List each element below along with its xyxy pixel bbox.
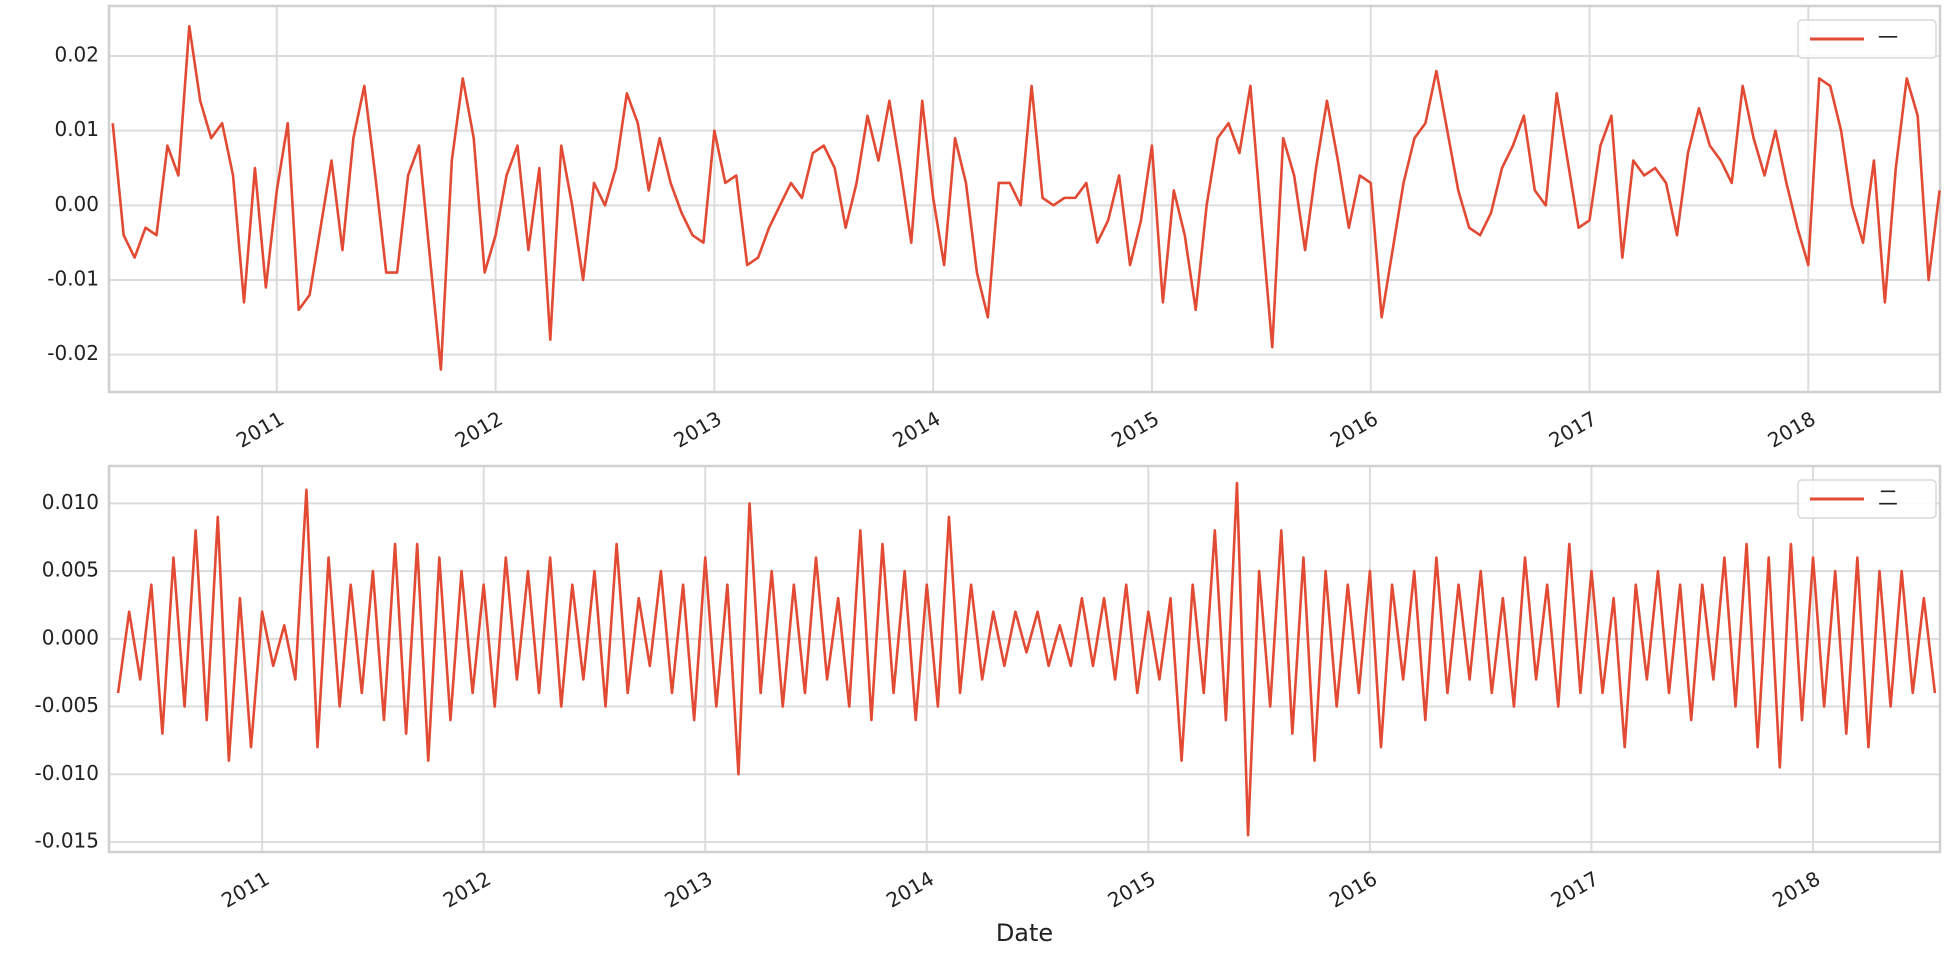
x-tick-label: 2014 (882, 866, 938, 912)
x-axis-label: Date (996, 919, 1053, 947)
data-line (111, 24, 1941, 371)
axes-frame (107, 4, 1942, 394)
subplot: -0.02 -0.01 0.00 0.01 0.02 2011 2012 2013 2014 20… (47, 4, 1942, 453)
legend: 一 (1797, 19, 1937, 59)
x-tick-label: 2012 (451, 406, 507, 452)
y-tick-label: -0.02 (47, 341, 99, 365)
x-tick-label: 2012 (439, 866, 495, 912)
legend-label: 二 (1878, 486, 1898, 510)
y-tick-label: -0.005 (35, 693, 99, 717)
legend: 二 (1797, 479, 1937, 519)
y-tick-label: -0.010 (35, 761, 99, 785)
data-line (116, 481, 1937, 837)
axes-frame (107, 464, 1942, 854)
x-tick-label: 2016 (1326, 406, 1382, 452)
y-tick-label: 0.010 (42, 490, 99, 514)
y-tick-label: -0.01 (47, 267, 99, 291)
legend-label: 一 (1878, 26, 1898, 50)
x-tick-label: 2014 (888, 406, 944, 452)
legend-box (1797, 479, 1937, 519)
subplot: -0.015 -0.010 -0.005 0.000 0.005 0.010 2011 201… (35, 464, 1942, 947)
legend-box (1797, 19, 1937, 59)
x-tick-label: 2015 (1107, 406, 1163, 452)
x-tick-label: 2016 (1325, 866, 1381, 912)
x-tick-label: 2013 (660, 866, 716, 912)
y-tick-label: 0.01 (54, 117, 99, 141)
y-tick-label: 0.02 (54, 43, 99, 67)
x-tick-label: 2013 (670, 406, 726, 452)
x-tick-label: 2018 (1763, 406, 1819, 452)
x-tick-label: 2011 (232, 406, 288, 452)
y-tick-label: 0.005 (42, 558, 99, 582)
y-tick-label: 0.00 (54, 192, 99, 216)
y-tick-label: 0.000 (42, 625, 99, 649)
x-tick-label: 2017 (1547, 866, 1603, 912)
x-tick-label: 2015 (1104, 866, 1160, 912)
x-tick-label: 2017 (1545, 406, 1601, 452)
x-tick-label: 2018 (1768, 866, 1824, 912)
x-tick-label: 2011 (217, 866, 273, 912)
y-tick-label: -0.015 (35, 828, 99, 852)
